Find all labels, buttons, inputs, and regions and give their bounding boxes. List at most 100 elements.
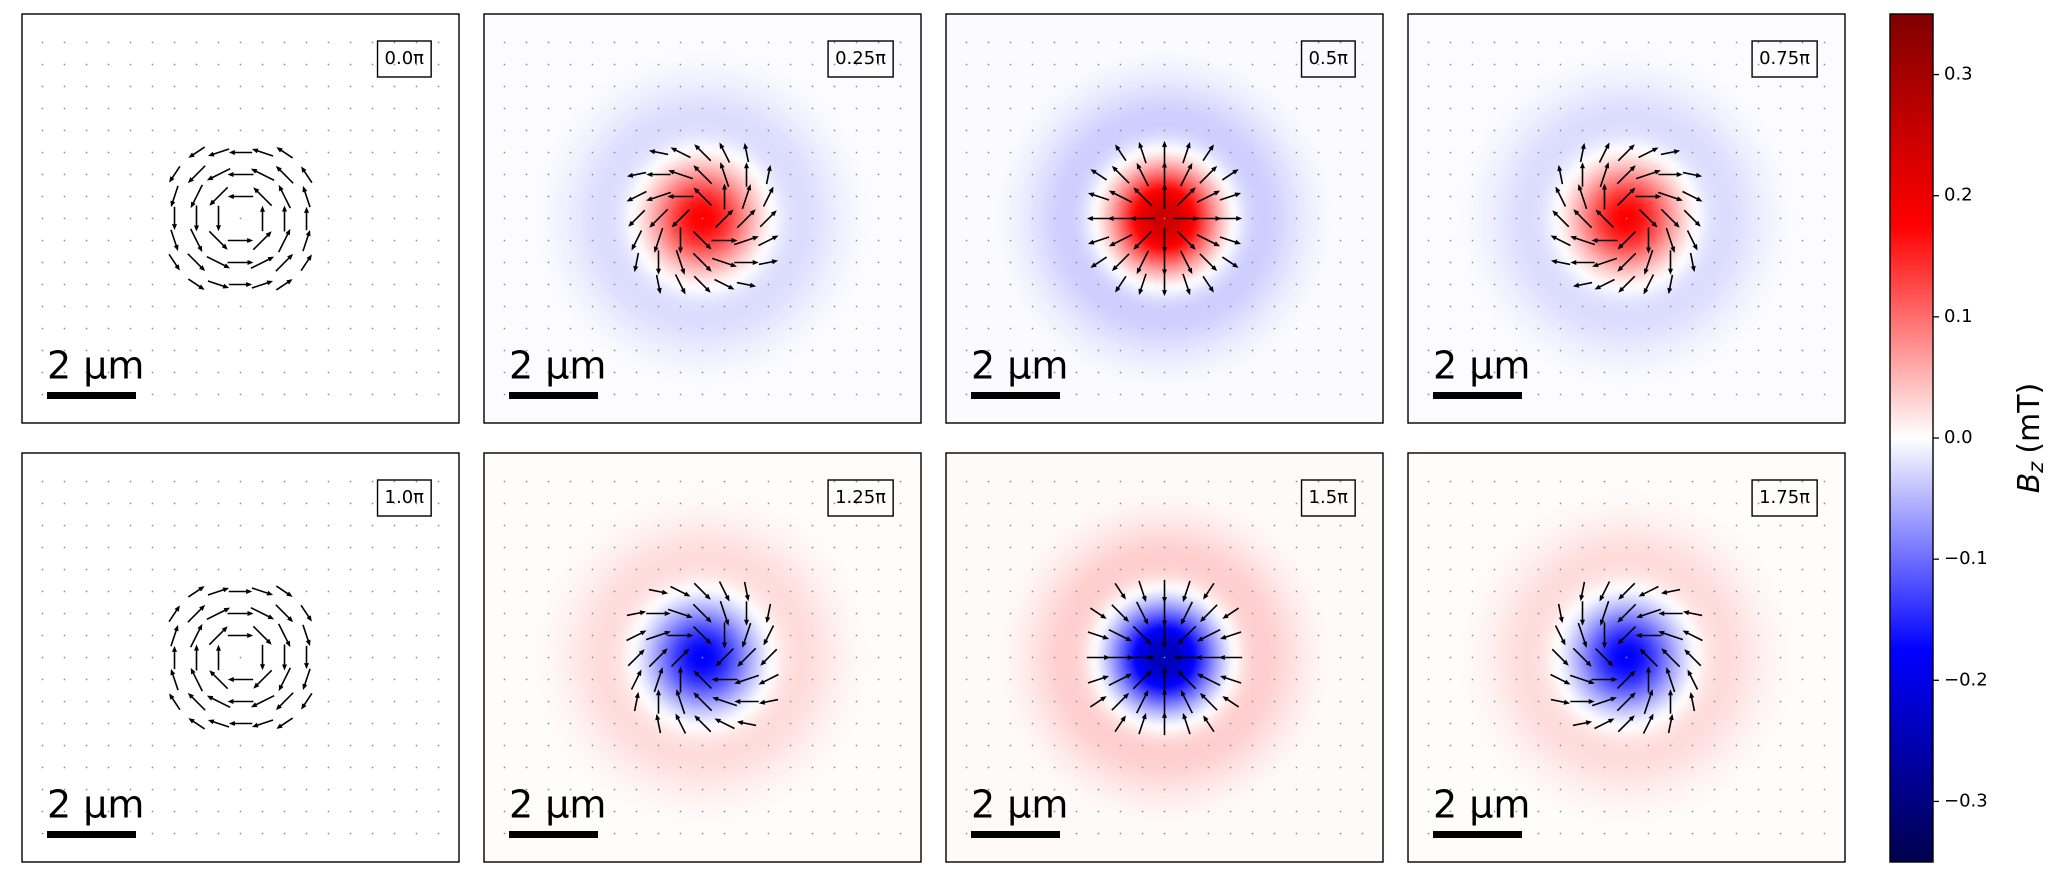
arrow-dot (85, 568, 88, 571)
arrow-dot (547, 239, 550, 242)
arrow (171, 185, 179, 204)
arrow-dot (1669, 85, 1672, 88)
arrow-dot (1471, 63, 1474, 66)
arrow-head (1592, 262, 1599, 268)
arrow-dot (569, 63, 572, 66)
arrow-head (760, 659, 767, 666)
arrow-dot (1053, 151, 1056, 154)
arrow-dot (789, 546, 792, 549)
scalebar (509, 831, 598, 838)
arrow-dot (965, 656, 968, 659)
arrow-dot (1647, 85, 1650, 88)
arrow (191, 719, 206, 730)
arrow-dot (415, 722, 418, 725)
arrow-dot (1559, 151, 1562, 154)
arrow-dot (283, 546, 286, 549)
arrow (1682, 190, 1700, 201)
arrow-dot (41, 107, 44, 110)
arrow-head (636, 669, 642, 677)
arrow (693, 275, 709, 291)
arrow-dot (173, 744, 176, 747)
arrow (667, 608, 690, 618)
arrow (1182, 145, 1190, 164)
phase-label: 1.25π (835, 487, 886, 508)
arrow-head (653, 246, 659, 253)
arrow-dot (701, 371, 704, 374)
arrow (302, 233, 310, 252)
arrow-head (1149, 655, 1156, 660)
arrow-dot (393, 766, 396, 769)
arrow-dot (63, 239, 66, 242)
arrow-dot (349, 239, 352, 242)
arrow-dot (195, 371, 198, 374)
arrow-dot (1427, 129, 1430, 132)
colorbar-tick-label: −0.3 (1944, 790, 1988, 811)
arrow (1557, 603, 1563, 620)
arrow-dot (1537, 832, 1540, 835)
arrow-dot (1493, 63, 1496, 66)
arrow-head (188, 718, 195, 724)
arrow-dot (1559, 568, 1562, 571)
arrow (1598, 145, 1609, 163)
arrow-dot (1141, 107, 1144, 110)
arrow-dot (1075, 656, 1078, 659)
arrow-dot (1757, 63, 1760, 66)
arrow-dot (569, 151, 572, 154)
arrow-dot (371, 305, 374, 308)
arrow-dot (1075, 546, 1078, 549)
arrow-head (1635, 633, 1642, 638)
arrow-head (714, 718, 722, 724)
arrow-dot (1779, 327, 1782, 330)
arrow-dot (1251, 744, 1254, 747)
arrow-dot (1823, 744, 1826, 747)
arrow-dot (1185, 568, 1188, 571)
arrow-dot (1559, 502, 1562, 505)
arrow-dot (1471, 129, 1474, 132)
arrow-dot (1757, 239, 1760, 242)
arrow-dot (1317, 349, 1320, 352)
arrow-head (228, 150, 235, 155)
arrow-dot (1735, 305, 1738, 308)
arrow (648, 650, 666, 668)
arrow-dot (569, 371, 572, 374)
arrow-dot (1361, 700, 1364, 703)
arrow-dot (1537, 810, 1540, 813)
arrow-dot (1581, 305, 1584, 308)
arrow-dot (503, 656, 506, 659)
arrow (633, 695, 639, 712)
arrow-dot (1801, 63, 1804, 66)
arrow-head (247, 611, 254, 616)
arrow-dot (503, 546, 506, 549)
arrow-dot (1823, 393, 1826, 396)
arrow-dot (305, 151, 308, 154)
arrow-dot (1031, 107, 1034, 110)
arrow-dot (1493, 546, 1496, 549)
arrow-dot (1339, 195, 1342, 198)
arrow-dot (1427, 568, 1430, 571)
arrow-dot (1075, 700, 1078, 703)
arrow-dot (1449, 283, 1452, 286)
arrow-dot (371, 151, 374, 154)
arrow-dot (1097, 63, 1100, 66)
arrow-dot (1537, 612, 1540, 615)
arrow (1202, 147, 1213, 162)
arrow-dot (1471, 327, 1474, 330)
arrow (207, 280, 226, 288)
arrow-dot (569, 129, 572, 132)
arrow-head (1648, 713, 1654, 721)
arrow-head (758, 679, 766, 685)
arrow-dot (965, 766, 968, 769)
arrow (1179, 250, 1192, 271)
arrow-dot (1603, 393, 1606, 396)
arrow-dot (1449, 480, 1452, 483)
arrow-head (1115, 286, 1121, 293)
arrow-head (1189, 187, 1196, 194)
arrow-dot (1251, 502, 1254, 505)
arrow-dot (1427, 41, 1430, 44)
arrow (279, 717, 294, 728)
colorbar (1889, 13, 1934, 863)
arrow-dot (173, 832, 176, 835)
arrow-dot (1823, 217, 1826, 220)
arrow-head (247, 633, 254, 638)
